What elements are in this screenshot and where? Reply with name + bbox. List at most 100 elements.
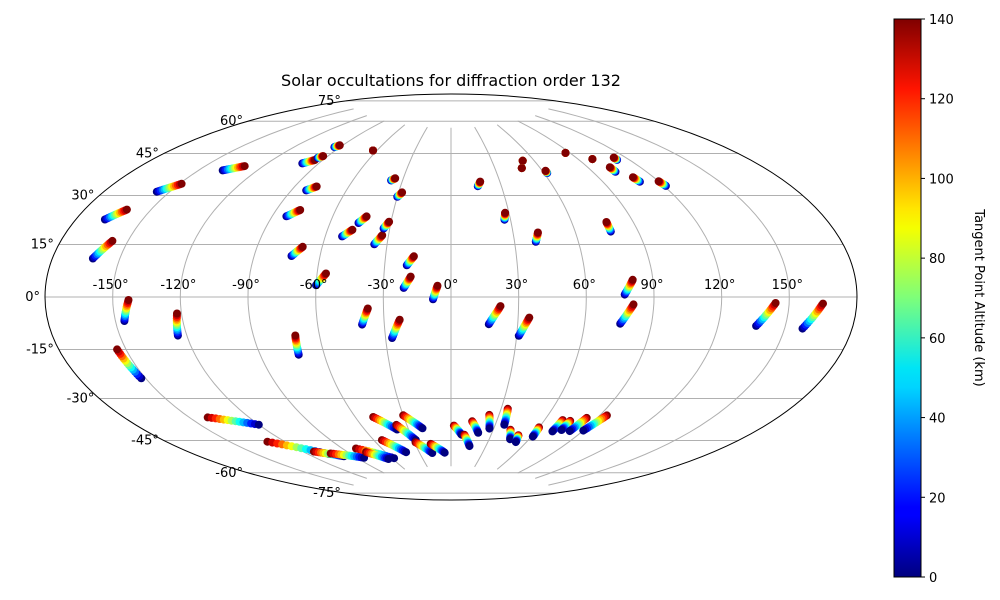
- colorbar-tick-label: 60: [929, 332, 946, 347]
- occultation-point: [124, 296, 133, 304]
- latitude-tick-label: 30°: [71, 189, 94, 204]
- meridian-line: [496, 124, 587, 470]
- occultation-point: [402, 448, 411, 457]
- meridian-line: [535, 115, 723, 479]
- latitude-tick-label: 75°: [318, 94, 341, 109]
- occultation-point: [511, 438, 520, 447]
- occultation-point: [579, 426, 588, 435]
- occultation-point: [654, 177, 663, 186]
- occultation-point: [541, 166, 550, 175]
- colorbar-tick-label: 0: [929, 571, 937, 586]
- longitude-tick-label: 150°: [772, 278, 803, 293]
- colorbar-ticks: 0 20 40 60 80 100 120 140: [921, 13, 954, 586]
- latitude-tick-label: -60°: [215, 466, 243, 481]
- occultation-point: [362, 212, 371, 221]
- colorbar-tick-label: 40: [929, 412, 946, 427]
- chart-title: Solar occultations for diffraction order…: [281, 71, 621, 90]
- longitude-tick-label: 0°: [444, 278, 459, 293]
- occultation-point: [474, 428, 483, 437]
- occultation-point: [312, 182, 321, 191]
- latitude-tick-label: 0°: [25, 290, 40, 305]
- occultation-point: [588, 155, 597, 164]
- longitude-tick-label: 90°: [640, 278, 663, 293]
- latitude-tick-label: 15°: [31, 237, 54, 252]
- occultation-point: [428, 449, 437, 457]
- occultation-point: [418, 424, 427, 433]
- longitude-tick-label: -60°: [300, 278, 328, 293]
- occultation-point: [395, 315, 404, 324]
- occultation-point: [384, 455, 393, 463]
- map-outline: [44, 93, 858, 501]
- colorbar-tick-label: 120: [929, 93, 954, 108]
- graticule: [45, 100, 857, 494]
- occultation-point: [440, 448, 449, 457]
- longitude-tick-label: -30°: [367, 278, 395, 293]
- meridian-line: [112, 108, 354, 486]
- occultation-point: [465, 442, 474, 451]
- colorbar-tick-label: 100: [929, 172, 954, 187]
- longitude-tick-label: -150°: [93, 278, 129, 293]
- occultation-point: [177, 179, 186, 188]
- occultation-point: [561, 148, 570, 157]
- colorbar-tick-label: 80: [929, 252, 946, 267]
- occultation-point: [108, 236, 117, 245]
- latitude-tick-label: -45°: [131, 434, 159, 449]
- occultation-point: [485, 424, 494, 433]
- occultation-point: [628, 173, 637, 182]
- meridian-line: [474, 126, 520, 468]
- occultation-point: [348, 225, 357, 234]
- longitude-tick-label: 60°: [573, 278, 596, 293]
- occultation-point: [771, 299, 780, 307]
- occultation-point: [500, 420, 509, 429]
- occultation-point: [385, 217, 394, 226]
- occultation-point: [409, 252, 418, 261]
- meridian-line: [382, 126, 428, 468]
- occultation-point: [518, 156, 527, 165]
- occultation-point: [173, 309, 181, 318]
- occultation-point: [363, 304, 372, 313]
- occultation-point: [406, 272, 415, 281]
- latitude-tick-label: 60°: [220, 114, 243, 129]
- latitude-tick-label: -30°: [67, 392, 95, 407]
- occultation-point: [819, 299, 827, 308]
- occultation-point: [533, 228, 542, 237]
- occultation-point: [254, 420, 263, 429]
- colorbar-tick-label: 140: [929, 13, 954, 28]
- occultation-point: [319, 152, 328, 161]
- longitude-tick-label: -90°: [232, 278, 260, 293]
- meridian-line: [548, 108, 790, 486]
- colorbar: [893, 18, 922, 578]
- occultation-point: [609, 153, 618, 162]
- occultation-point: [602, 218, 611, 226]
- meridian-line: [247, 120, 385, 474]
- occultation-point: [628, 275, 637, 284]
- occultation-point: [605, 163, 614, 172]
- occultation-point: [525, 313, 534, 322]
- occultation-point: [322, 269, 330, 278]
- occultation-point: [548, 427, 557, 436]
- occultation-point: [557, 426, 566, 434]
- occultation-point: [398, 188, 407, 197]
- occultation-point: [378, 231, 387, 240]
- latitude-tick-label: -15°: [26, 343, 54, 358]
- occultation-point: [291, 331, 300, 340]
- occultation-point: [122, 205, 131, 214]
- occultation-point: [565, 427, 574, 436]
- occultation-point: [496, 302, 505, 311]
- longitude-tick-label: -120°: [160, 278, 196, 293]
- occultation-point: [433, 281, 442, 290]
- occultation-point: [240, 162, 249, 171]
- longitude-tick-label: 120°: [704, 278, 735, 293]
- occultation-point: [335, 141, 344, 150]
- tick-labels: -150° -120° -90° -60° -30° 0° 30° 60° 90° 120° 150…: [25, 94, 803, 501]
- occultation-point: [298, 242, 307, 251]
- occultation-point: [296, 206, 305, 214]
- occultation-point: [113, 345, 122, 354]
- colorbar-label: Tangent Point Altitude (km): [971, 208, 986, 386]
- occultation-point: [528, 432, 537, 441]
- meridian-line: [315, 124, 406, 470]
- occultation-point: [476, 177, 485, 186]
- occultation-point: [391, 174, 400, 183]
- occultation-points: [88, 141, 827, 463]
